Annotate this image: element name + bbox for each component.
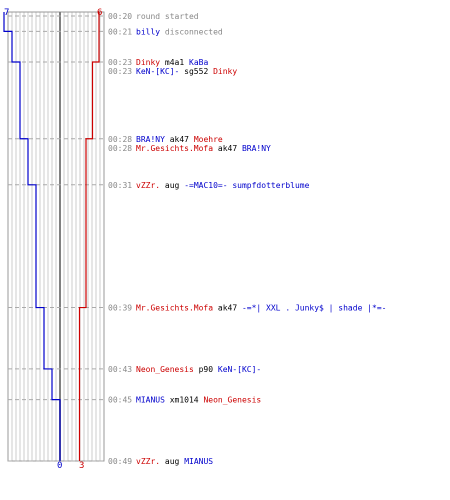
- axis-labels: 7 6 0 3: [4, 8, 102, 471]
- event-part: Dinky: [213, 67, 237, 76]
- event-text: BRA!NY ak47 Moehre: [136, 135, 223, 144]
- event-part: p90: [194, 365, 218, 374]
- event-part: round started: [136, 12, 199, 21]
- event-part: MIANUS: [136, 396, 165, 405]
- event-part: BRA!NY: [136, 135, 165, 144]
- event-part: ak47: [213, 304, 242, 313]
- event-text: KeN-[KC]- sg552 Dinky: [136, 67, 237, 76]
- event-part: aug: [160, 181, 184, 190]
- event-text: Mr.Gesichts.Mofa ak47 -=*| XXL . Junky$ …: [136, 304, 386, 313]
- event-part: -=*| XXL . Junky$ | shade |*=-: [242, 304, 387, 313]
- event-part: KaBa: [189, 58, 208, 67]
- event-part: Neon_Genesis: [136, 365, 194, 374]
- event-part: aug: [160, 457, 184, 466]
- event-part: xm1014: [165, 396, 204, 405]
- event-text: vZZr. aug MIANUS: [136, 457, 213, 466]
- red-top-count: 6: [97, 8, 102, 18]
- event-part: ak47: [165, 135, 194, 144]
- event-time: 00:23: [108, 67, 132, 76]
- event-time: 00:28: [108, 144, 132, 153]
- event-part: MIANUS: [184, 457, 213, 466]
- red-series-line: [78, 12, 100, 461]
- event-text: MIANUS xm1014 Neon_Genesis: [136, 396, 261, 405]
- event-part: KeN-[KC]-: [136, 67, 179, 76]
- event-part: Mr.Gesichts.Mofa: [136, 144, 213, 153]
- event-part: Mr.Gesichts.Mofa: [136, 304, 213, 313]
- blue-top-count: 7: [4, 8, 9, 18]
- grid: [7, 11, 105, 462]
- plot-frame: [7, 11, 105, 462]
- event-part: disconnected: [160, 27, 223, 36]
- event-part: BRA!NY: [242, 144, 271, 153]
- blue-series-line: [3, 12, 61, 461]
- event-time: 00:39: [108, 304, 132, 313]
- blue-bottom-count: 0: [57, 461, 62, 471]
- event-time: 00:45: [108, 396, 132, 405]
- event-time: 00:43: [108, 365, 132, 374]
- event-time: 00:23: [108, 58, 132, 67]
- series-lines: [3, 12, 100, 461]
- event-part: vZZr.: [136, 457, 160, 466]
- event-text: billy disconnected: [136, 27, 223, 36]
- event-part: sg552: [179, 67, 213, 76]
- event-log: 00:20 round started 00:21 billy disconnecte…: [108, 12, 386, 466]
- event-part: -=MAC10=- sumpfdotterblume: [184, 181, 309, 190]
- event-time: 00:31: [108, 181, 132, 190]
- event-part: m4a1: [160, 58, 189, 67]
- event-text: Neon_Genesis p90 KeN-[KC]-: [136, 365, 261, 374]
- event-text: Mr.Gesichts.Mofa ak47 BRA!NY: [136, 144, 271, 153]
- event-part: ak47: [213, 144, 242, 153]
- event-part: billy: [136, 27, 160, 36]
- event-time: 00:49: [108, 457, 132, 466]
- red-bottom-count: 3: [79, 461, 84, 471]
- event-time: 00:28: [108, 135, 132, 144]
- event-time: 00:20: [108, 12, 132, 21]
- event-part: Moehre: [194, 135, 223, 144]
- event-part: Dinky: [136, 58, 160, 67]
- event-part: Neon_Genesis: [203, 396, 261, 405]
- event-part: KeN-[KC]-: [218, 365, 261, 374]
- event-part: vZZr.: [136, 181, 160, 190]
- event-text: round started: [136, 12, 199, 21]
- event-text: Dinky m4a1 KaBa: [136, 58, 208, 67]
- event-text: vZZr. aug -=MAC10=- sumpfdotterblume: [136, 181, 310, 190]
- event-time: 00:21: [108, 27, 132, 36]
